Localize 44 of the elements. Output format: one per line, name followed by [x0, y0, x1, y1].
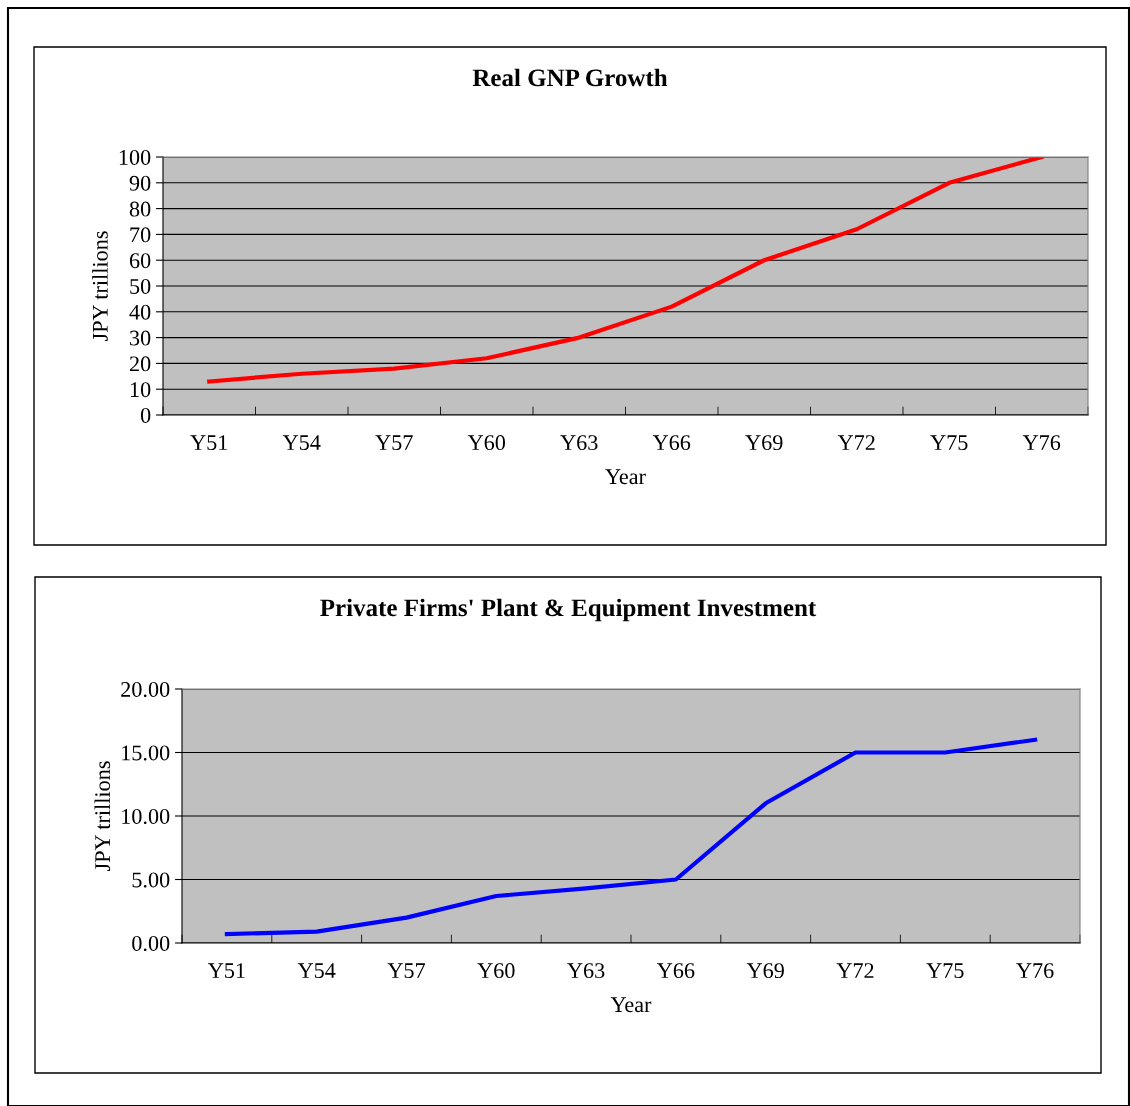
- y-tick-label: 15.00: [122, 745, 170, 761]
- y-tick-label: 20.00: [121, 681, 170, 698]
- y-tick-label: 30: [130, 330, 151, 346]
- y-tick-label: 100: [119, 149, 151, 165]
- y-tick-label: 5.00: [132, 872, 170, 888]
- y-tick-label: 10: [130, 382, 151, 398]
- x-tick-label: Y66: [657, 963, 695, 979]
- chart-title: Private Firms' Plant & Equipment Investment: [320, 598, 817, 622]
- x-tick-label: Y60: [477, 963, 515, 979]
- x-tick-label: Y60: [467, 435, 506, 451]
- x-tick-label: Y51: [190, 435, 228, 451]
- x-tick-label: Y75: [926, 963, 964, 979]
- y-axis-title: JPY trillions: [94, 761, 111, 871]
- x-tick-label: Y66: [652, 435, 691, 451]
- x-tick-label: Y63: [560, 435, 598, 451]
- y-tick-label: 40: [129, 304, 151, 320]
- line-series: [207, 157, 1044, 384]
- y-tick-label: 80: [129, 201, 151, 217]
- y-tick-label: 20: [129, 356, 151, 372]
- x-axis-title: Year: [605, 469, 646, 485]
- y-tick-label: 0: [140, 407, 151, 423]
- x-tick-label: Y51: [208, 963, 245, 979]
- y-tick-label: 70: [130, 227, 151, 243]
- x-tick-label: Y72: [836, 963, 874, 978]
- x-tick-label: Y54: [297, 963, 336, 979]
- x-tick-label: Y75: [930, 435, 968, 451]
- x-axis-title: Year: [610, 997, 652, 1013]
- x-tick-label: Y76: [1016, 963, 1054, 979]
- x-tick-label: Y69: [746, 963, 784, 979]
- y-tick-label: 50: [130, 278, 151, 294]
- x-tick-label: Y54: [282, 435, 321, 451]
- y-tick-label: 0.00: [132, 935, 170, 952]
- y-tick-label: 10.00: [122, 808, 170, 825]
- chart-title: Real GNP Growth: [472, 68, 668, 87]
- x-tick-label: Y76: [1022, 435, 1061, 451]
- x-tick-label: Y57: [375, 435, 413, 451]
- x-tick-label: Y63: [567, 963, 605, 979]
- y-axis-title: JPY trillions: [92, 231, 108, 341]
- y-tick-label: 60: [129, 253, 151, 269]
- y-tick-label: 90: [129, 175, 151, 191]
- x-tick-label: Y72: [837, 435, 875, 450]
- line-series: [224, 737, 1038, 937]
- x-tick-label: Y57: [387, 963, 425, 979]
- x-tick-label: Y69: [745, 435, 783, 451]
